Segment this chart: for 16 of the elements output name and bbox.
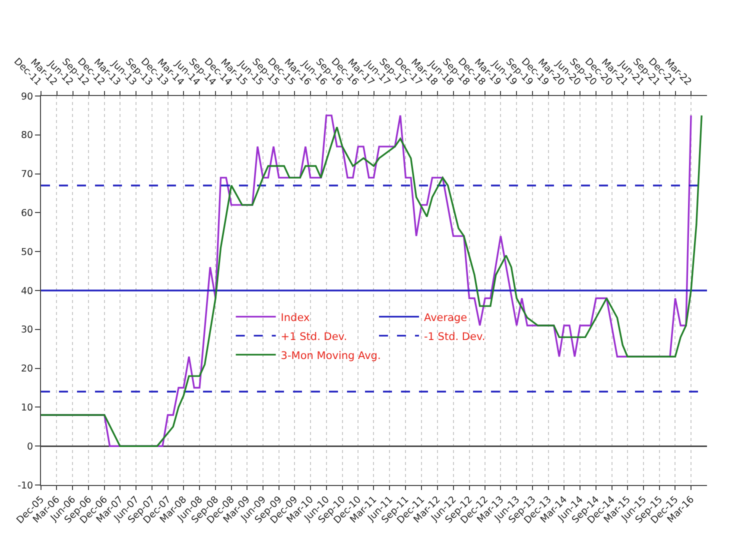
legend-label: -1 Std. Dev. <box>424 330 486 343</box>
y-tick-label: 30 <box>21 324 34 336</box>
y-tick-label: -10 <box>18 480 34 492</box>
y-tick-label: 40 <box>21 286 34 297</box>
y-tick-label: 80 <box>21 130 34 142</box>
legend-label: 3-Mon Moving Avg. <box>280 350 381 362</box>
y-tick-label: 70 <box>21 169 34 180</box>
legend-label: Average <box>424 312 468 324</box>
y-tick-label: 60 <box>21 208 34 220</box>
y-tick-label: 10 <box>21 402 34 414</box>
legend-label: Index <box>280 312 310 324</box>
y-tick-label: 20 <box>21 364 34 375</box>
legend-label: +1 Std. Dev. <box>280 330 348 343</box>
y-tick-label: 50 <box>21 246 34 258</box>
y-tick-label: 90 <box>21 91 34 102</box>
y-tick-label: 0 <box>27 441 34 452</box>
